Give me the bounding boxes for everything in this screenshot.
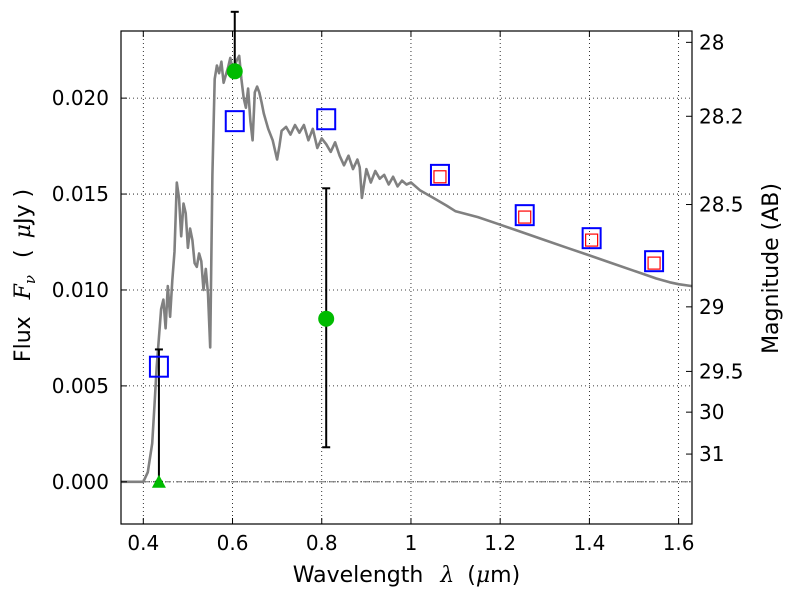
y-axis-label-subscript: ν: [21, 275, 39, 284]
magnitude-tick-label: 29: [699, 295, 724, 319]
y-axis-label-unit-mu: μ: [11, 224, 36, 238]
model-photometry-box: [644, 250, 665, 273]
synthetic-photometry-marker: [518, 210, 532, 224]
x-axis-label-unit-mu: μ: [476, 563, 490, 588]
x-tick-label: 1.2: [484, 531, 516, 555]
observed-detection-point: [226, 63, 243, 80]
x-tick-label: 0.8: [306, 531, 338, 555]
y-tick-label: 0.000: [52, 470, 109, 494]
model-photometry-box: [148, 355, 169, 378]
magnitude-axis-label: Magnitude (AB): [759, 183, 784, 354]
x-axis-label-unit-open: (: [467, 563, 476, 588]
y-axis-label-unit-rest: Jy ): [11, 189, 36, 226]
y-tick-label: 0.005: [52, 374, 109, 398]
x-tick-label: 1.4: [573, 531, 605, 555]
y-tick-label: 0.010: [52, 278, 109, 302]
magnitude-tick-label: 31: [699, 442, 724, 466]
y-axis-label: Flux Fν ( μJy ): [11, 189, 41, 362]
x-axis-label-prefix: Wavelength: [293, 563, 424, 588]
model-spectrum-line: [121, 54, 693, 484]
magnitude-tick-label: 30: [699, 400, 724, 424]
magnitude-tick-label: 28.2: [699, 104, 744, 128]
x-tick-label: 0.4: [127, 531, 159, 555]
magnitude-tick-label: 28: [699, 30, 724, 54]
magnitude-tick-label: 28.5: [699, 193, 744, 217]
ticks: 0.4 0.6 0.8 1 1.2 1.4 1.6 0.000 0.005 0.010 0.015 0…: [52, 30, 744, 555]
y-tick-label: 0.015: [52, 182, 109, 206]
model-photometry-box: [224, 110, 245, 133]
x-axis-label: Wavelength λ (μm): [293, 563, 520, 588]
y-axis-label-unit-open: (: [11, 249, 36, 258]
x-tick-label: 0.6: [217, 531, 249, 555]
x-axis-label-unit-rest: m): [490, 563, 520, 588]
y-tick-label: 0.020: [52, 86, 109, 110]
plot-area: [121, 10, 693, 488]
magnitude-tick-label: 29.5: [699, 359, 744, 383]
observed-upper-limit-marker: [151, 474, 166, 488]
y-axis-label-prefix: Flux: [11, 316, 36, 362]
synthetic-photometry-marker: [647, 256, 661, 270]
model-photometry-box: [429, 163, 450, 186]
x-tick-label: 1: [405, 531, 418, 555]
synthetic-photometry-marker: [585, 233, 599, 247]
model-photometry-box: [316, 108, 337, 131]
plot-frame: [120, 30, 693, 525]
observed-detection-point: [318, 310, 335, 327]
x-tick-label: 1.6: [663, 531, 695, 555]
y-axis-label-symbol: F: [11, 283, 36, 300]
model-photometry-box: [514, 204, 535, 227]
model-photometry-box: [581, 227, 602, 250]
synthetic-photometry-marker: [433, 170, 447, 184]
x-axis-label-symbol: λ: [439, 563, 454, 588]
